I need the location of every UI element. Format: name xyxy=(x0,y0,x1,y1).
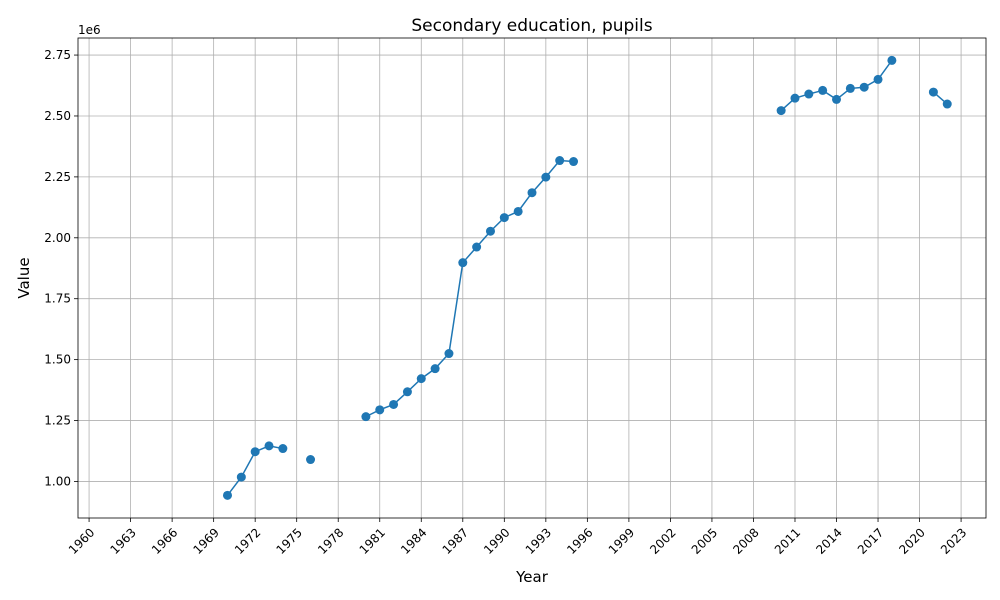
data-point xyxy=(375,405,385,415)
x-tick-label: 1981 xyxy=(357,525,388,556)
data-point xyxy=(804,89,814,99)
grid-lines xyxy=(78,38,986,518)
data-point xyxy=(306,455,316,465)
data-point xyxy=(472,242,482,252)
x-tick-label: 2020 xyxy=(896,525,927,556)
data-point xyxy=(541,172,551,182)
data-point xyxy=(832,94,842,104)
x-axis-label: Year xyxy=(515,568,549,586)
x-axis-ticks: 1960 1963 1966 1969 1972 1975 1978 1981 1984 1987… xyxy=(66,518,969,557)
data-point xyxy=(527,188,537,198)
x-tick-label: 2005 xyxy=(689,525,720,556)
data-point xyxy=(790,93,800,103)
x-tick-label: 2014 xyxy=(813,525,844,556)
x-tick-label: 1987 xyxy=(440,525,471,556)
y-axis-ticks: 1.00 1.25 1.50 1.75 2.00 2.25 2.50 2.75 xyxy=(44,48,78,488)
data-point xyxy=(818,85,828,95)
data-point xyxy=(278,444,288,454)
data-point xyxy=(250,447,260,457)
x-tick-label: 1984 xyxy=(398,525,429,556)
data-point xyxy=(389,399,399,409)
data-point xyxy=(499,213,509,223)
data-point xyxy=(859,82,869,92)
x-tick-label: 1960 xyxy=(66,525,97,556)
data-point xyxy=(430,364,440,374)
y-tick-label: 2.75 xyxy=(44,48,71,62)
data-point xyxy=(928,87,938,97)
x-tick-label: 1993 xyxy=(523,525,554,556)
data-point xyxy=(402,387,412,397)
data-point xyxy=(236,472,246,482)
chart-title: Secondary education, pupils xyxy=(411,16,652,36)
x-tick-label: 1978 xyxy=(315,525,346,556)
x-tick-label: 1990 xyxy=(481,525,512,556)
data-point xyxy=(264,441,274,451)
x-tick-label: 1969 xyxy=(190,525,221,556)
y-tick-label: 2.00 xyxy=(44,231,71,245)
y-tick-label: 2.50 xyxy=(44,109,71,123)
x-tick-label: 1972 xyxy=(232,525,263,556)
plot-frame xyxy=(77,37,987,519)
y-tick-label: 1.25 xyxy=(44,414,71,428)
data-point xyxy=(845,83,855,93)
y-tick-label: 1.75 xyxy=(44,292,71,306)
x-tick-label: 2008 xyxy=(730,525,761,556)
y-tick-label: 1.00 xyxy=(44,474,71,488)
y-tick-label: 2.25 xyxy=(44,170,71,184)
x-tick-label: 2011 xyxy=(772,525,803,556)
data-point xyxy=(555,156,565,166)
data-point xyxy=(485,226,495,236)
data-points xyxy=(222,55,952,500)
series-segment xyxy=(365,159,574,418)
y-tick-label: 1.50 xyxy=(44,353,71,367)
data-point xyxy=(569,157,579,167)
y-axis-label: Value xyxy=(15,257,33,298)
data-point xyxy=(222,490,232,500)
x-tick-label: 2017 xyxy=(855,525,886,556)
data-point xyxy=(776,106,786,116)
x-tick-label: 1996 xyxy=(564,525,595,556)
data-point xyxy=(887,55,897,65)
x-tick-label: 1963 xyxy=(107,525,138,556)
x-tick-label: 2002 xyxy=(647,525,678,556)
data-point xyxy=(444,349,454,359)
data-point xyxy=(458,258,468,268)
y-offset-label: 1e6 xyxy=(78,23,101,37)
x-tick-label: 1966 xyxy=(149,525,180,556)
data-point xyxy=(416,374,426,384)
x-tick-label: 1999 xyxy=(606,525,637,556)
data-point xyxy=(361,412,371,422)
data-point xyxy=(942,99,952,109)
data-point xyxy=(513,206,523,216)
x-tick-label: 2023 xyxy=(938,525,969,556)
x-tick-label: 1975 xyxy=(274,525,305,556)
data-point xyxy=(873,74,883,84)
